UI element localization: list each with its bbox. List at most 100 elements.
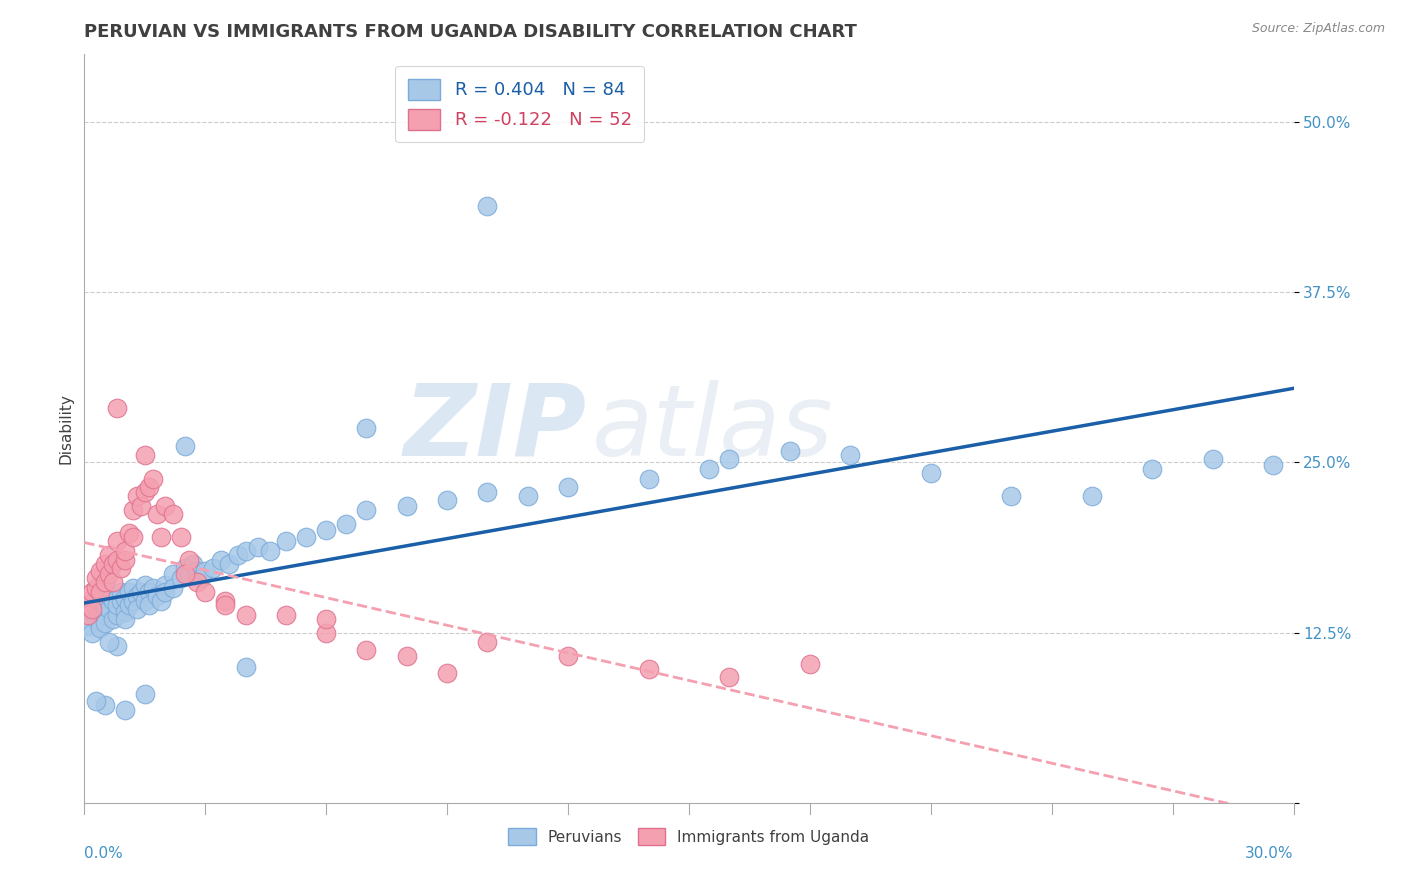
Point [162, 507, 184, 521]
Point [356, 421, 378, 435]
Point [1142, 462, 1164, 476]
Point [557, 648, 579, 663]
Point [235, 543, 257, 558]
Point [86, 693, 108, 707]
Point [82, 625, 104, 640]
Point [138, 599, 160, 613]
Point [174, 561, 197, 575]
Point [436, 666, 458, 681]
Point [335, 516, 357, 531]
Point [77, 594, 100, 608]
Point [194, 564, 217, 578]
Point [101, 575, 124, 590]
Point [315, 625, 337, 640]
Point [170, 530, 193, 544]
Point [118, 526, 141, 541]
Point [89, 622, 111, 636]
Point [477, 485, 499, 500]
Point [637, 662, 659, 676]
Point [395, 499, 418, 513]
Point [246, 540, 269, 554]
Point [93, 575, 115, 590]
Point [295, 530, 318, 544]
Point [138, 480, 160, 494]
Point [356, 503, 378, 517]
Point [114, 605, 136, 619]
Point [134, 578, 156, 592]
Point [186, 564, 208, 578]
Point [86, 599, 108, 613]
Point [218, 558, 240, 572]
Point [82, 602, 104, 616]
Point [557, 480, 579, 494]
Point [118, 599, 141, 613]
Point [97, 589, 120, 603]
Point [162, 566, 184, 581]
Point [839, 449, 862, 463]
Point [134, 449, 156, 463]
Point [138, 584, 160, 599]
Point [110, 561, 132, 575]
Point [93, 615, 115, 630]
Point [97, 566, 120, 581]
Point [153, 578, 176, 592]
Point [315, 612, 337, 626]
Point [146, 589, 169, 603]
Point [93, 599, 115, 613]
Point [105, 607, 128, 622]
Point [86, 612, 108, 626]
Point [89, 584, 111, 599]
Point [105, 639, 128, 653]
Point [149, 594, 172, 608]
Point [1263, 458, 1285, 472]
Point [114, 703, 136, 717]
Point [121, 594, 143, 608]
Point [101, 558, 124, 572]
Point [1081, 489, 1104, 503]
Point [134, 485, 156, 500]
Point [125, 589, 148, 603]
Point [209, 553, 232, 567]
Point [235, 607, 257, 622]
Point [153, 584, 176, 599]
Point [259, 543, 281, 558]
Point [436, 493, 458, 508]
Text: 0.0%: 0.0% [84, 847, 124, 862]
Point [181, 558, 204, 572]
Point [274, 607, 297, 622]
Point [697, 462, 720, 476]
Point [110, 584, 132, 599]
Point [274, 534, 297, 549]
Point [110, 594, 132, 608]
Point [82, 584, 104, 599]
Point [105, 553, 128, 567]
Point [121, 530, 143, 544]
Text: 30.0%: 30.0% [1246, 847, 1294, 862]
Point [186, 575, 208, 590]
Y-axis label: Disability: Disability [58, 392, 73, 464]
Point [170, 571, 193, 585]
Point [779, 444, 801, 458]
Point [118, 584, 141, 599]
Point [637, 472, 659, 486]
Point [174, 439, 197, 453]
Point [114, 591, 136, 606]
Text: Source: ZipAtlas.com: Source: ZipAtlas.com [1251, 22, 1385, 36]
Point [77, 618, 100, 632]
Point [799, 657, 821, 671]
Point [395, 648, 418, 663]
Point [121, 581, 143, 595]
Point [142, 581, 165, 595]
Point [214, 599, 236, 613]
Point [93, 558, 115, 572]
Point [105, 401, 128, 415]
Point [82, 605, 104, 619]
Point [202, 561, 225, 575]
Point [179, 566, 201, 581]
Point [97, 635, 120, 649]
Point [1202, 452, 1225, 467]
Point [121, 503, 143, 517]
Point [101, 594, 124, 608]
Point [516, 489, 538, 503]
Point [174, 566, 197, 581]
